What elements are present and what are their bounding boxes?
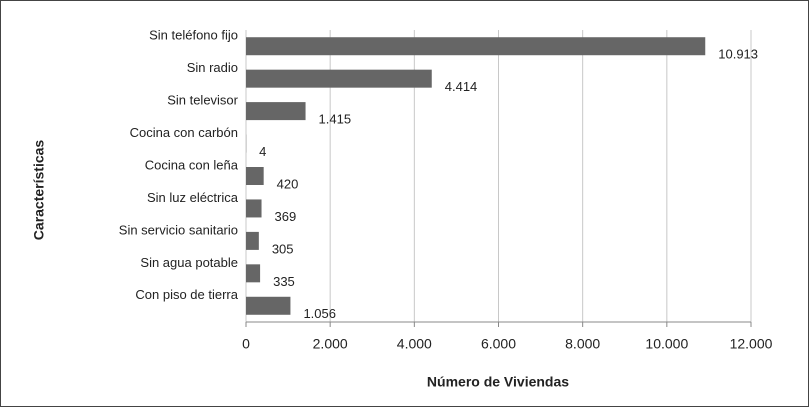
x-axis-title: Número de Viviendas [427,374,569,390]
y-tick-label: Sin servicio sanitario [119,222,238,237]
bar [246,199,262,218]
y-tick-label: Sin teléfono fijo [149,28,238,43]
bar [246,167,264,185]
x-tick-label: 2.000 [313,336,348,352]
value-label: 1.056 [303,306,336,321]
x-tick-label: 12.000 [730,336,773,352]
y-tick-label: Cocina con leña [145,157,239,172]
bar [246,37,706,56]
bar [246,296,291,315]
bar [246,231,259,250]
x-tick-label: 6.000 [481,336,516,352]
x-tick-label: 8.000 [565,336,600,352]
x-tick-label: 0 [242,336,250,352]
y-tick-label: Sin radio [187,60,238,75]
y-tick-label: Sin televisor [167,93,238,108]
y-tick-label: Sin agua potable [140,255,238,270]
value-label: 335 [273,274,295,289]
value-label: 10.913 [718,47,758,62]
y-tick-label: Cocina con carbón [130,125,238,140]
value-label: 4 [259,144,266,159]
y-tick-label: Con piso de tierra [135,287,238,302]
value-label: 369 [275,209,297,224]
y-tick-label: Sin luz eléctrica [147,190,239,205]
value-label: 305 [272,241,294,256]
bar [246,264,261,283]
bar [246,69,432,88]
value-label: 420 [277,176,299,191]
value-label: 1.415 [319,112,352,127]
bar [246,102,306,121]
x-tick-label: 10.000 [645,336,688,352]
value-label: 4.414 [445,79,478,94]
x-tick-label: 4.000 [397,336,432,352]
y-axis-title: Características [31,140,47,241]
